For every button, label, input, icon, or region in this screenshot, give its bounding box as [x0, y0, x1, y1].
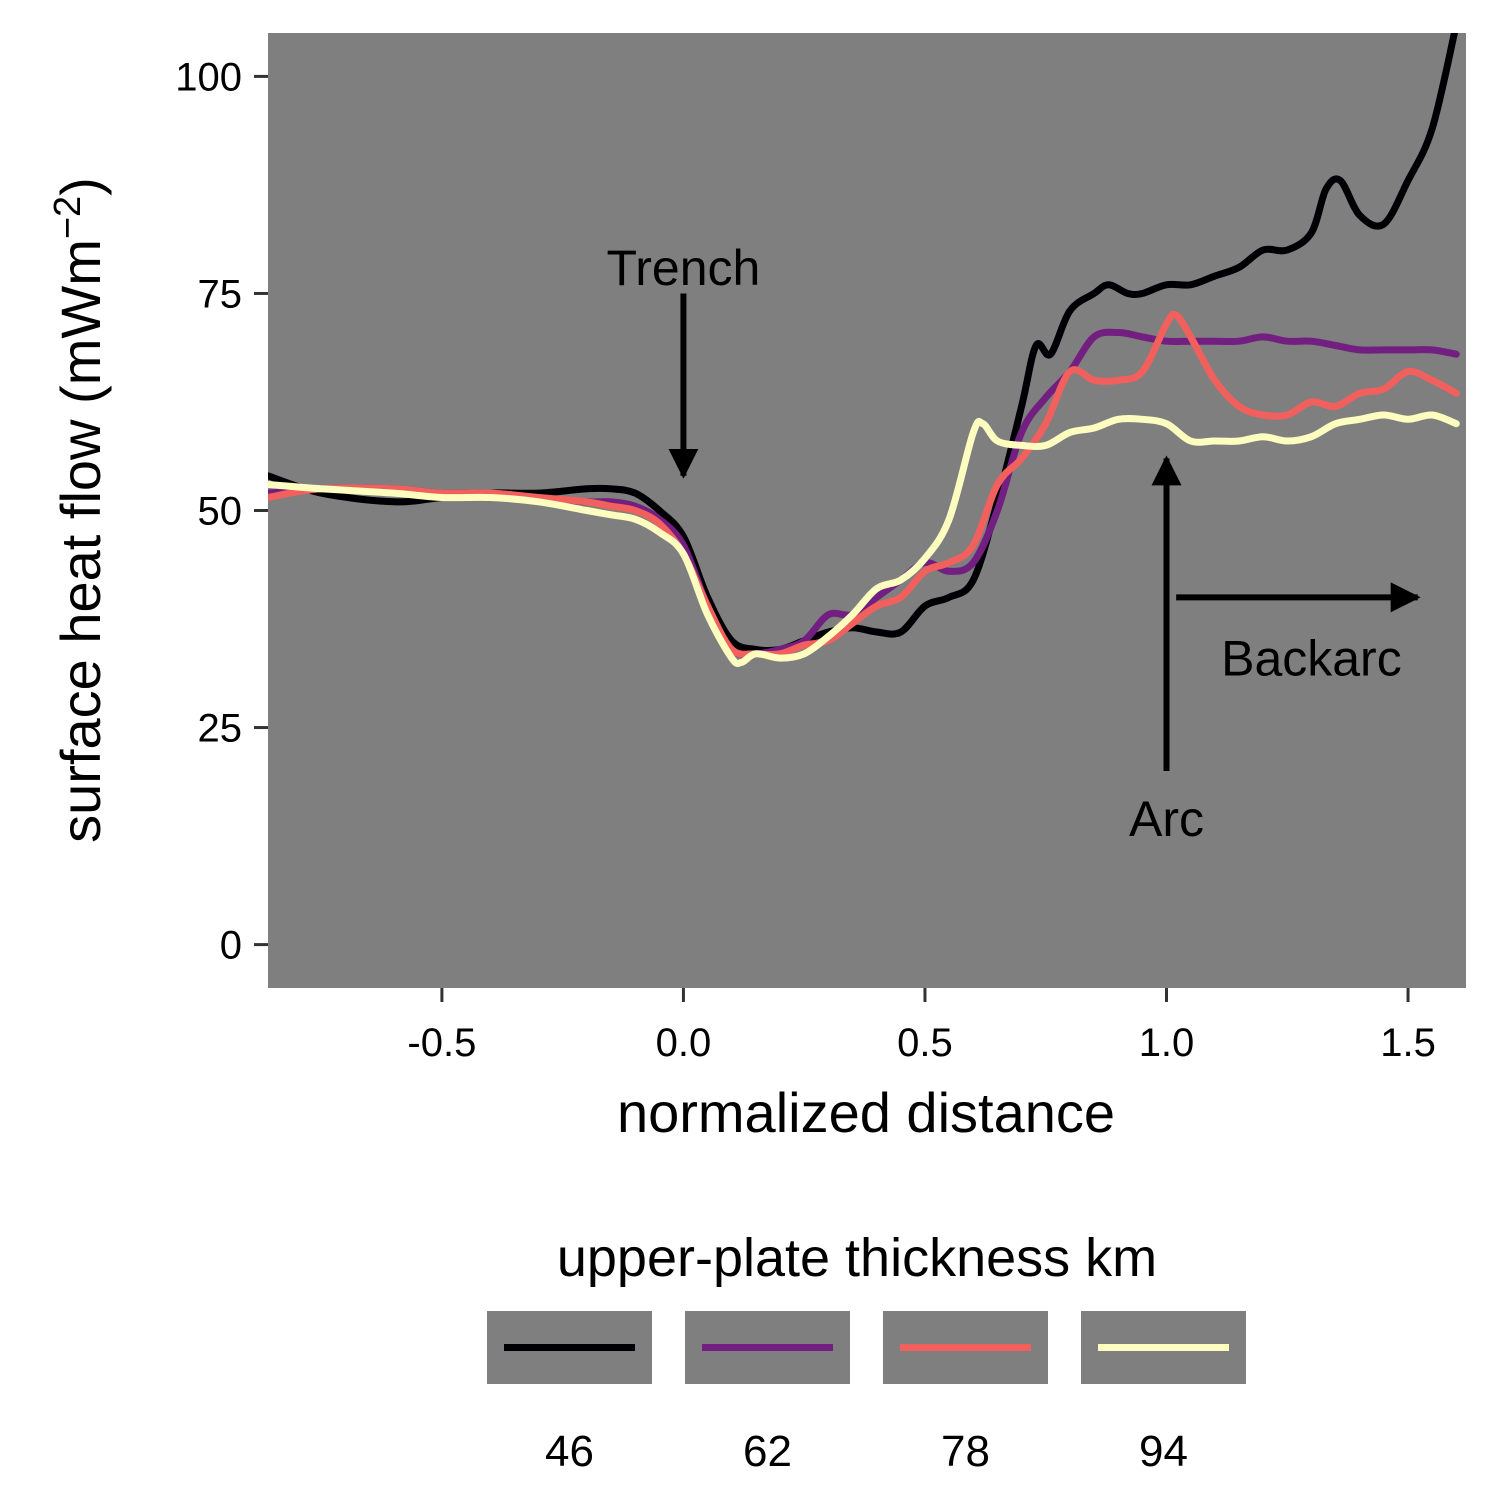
plot-panel: [268, 33, 1466, 988]
x-tick-label: 0.0: [656, 1021, 712, 1065]
series-line-94: [268, 411, 1460, 668]
y-tick-label: 100: [175, 55, 242, 99]
x-tick-label: 0.5: [897, 1021, 953, 1065]
series-lines: [268, 33, 1460, 668]
x-tick-label: 1.5: [1380, 1021, 1436, 1065]
trench-label: Trench: [607, 240, 761, 296]
legend-label-78: 78: [941, 1427, 990, 1476]
legend-title: upper-plate thickness km: [557, 1228, 1157, 1288]
x-tick-label: 1.0: [1139, 1021, 1195, 1065]
x-tick-label: -0.5: [407, 1021, 476, 1065]
y-axis-title-main: surface heat flow (mWm: [49, 239, 112, 843]
y-tick-label: 75: [198, 272, 243, 316]
backarc-label: Backarc: [1221, 630, 1402, 686]
y-tick-label: 25: [198, 707, 243, 751]
x-axis: -0.5 0.0 0.5 1.0 1.5: [407, 988, 1436, 1065]
x-axis-title: normalized distance: [617, 1081, 1115, 1144]
series-line-78: [268, 310, 1460, 659]
series-line-62: [268, 328, 1460, 659]
y-tick-label: 50: [198, 490, 243, 534]
y-axis: 0 25 50 75 100: [175, 55, 268, 968]
legend-label-62: 62: [743, 1427, 792, 1476]
y-axis-title: surface heat flow (mWm−2): [47, 177, 112, 843]
y-tick-label: 0: [220, 924, 242, 968]
legend-label-94: 94: [1139, 1427, 1188, 1476]
legend-label-46: 46: [545, 1427, 594, 1476]
arc-label: Arc: [1129, 791, 1204, 847]
legend: 46 62 78 94: [487, 1311, 1246, 1476]
y-axis-title-exponent: −2: [47, 196, 89, 239]
y-axis-title-close: ): [49, 177, 112, 196]
annotations: Trench Arc Backarc: [607, 240, 1421, 847]
